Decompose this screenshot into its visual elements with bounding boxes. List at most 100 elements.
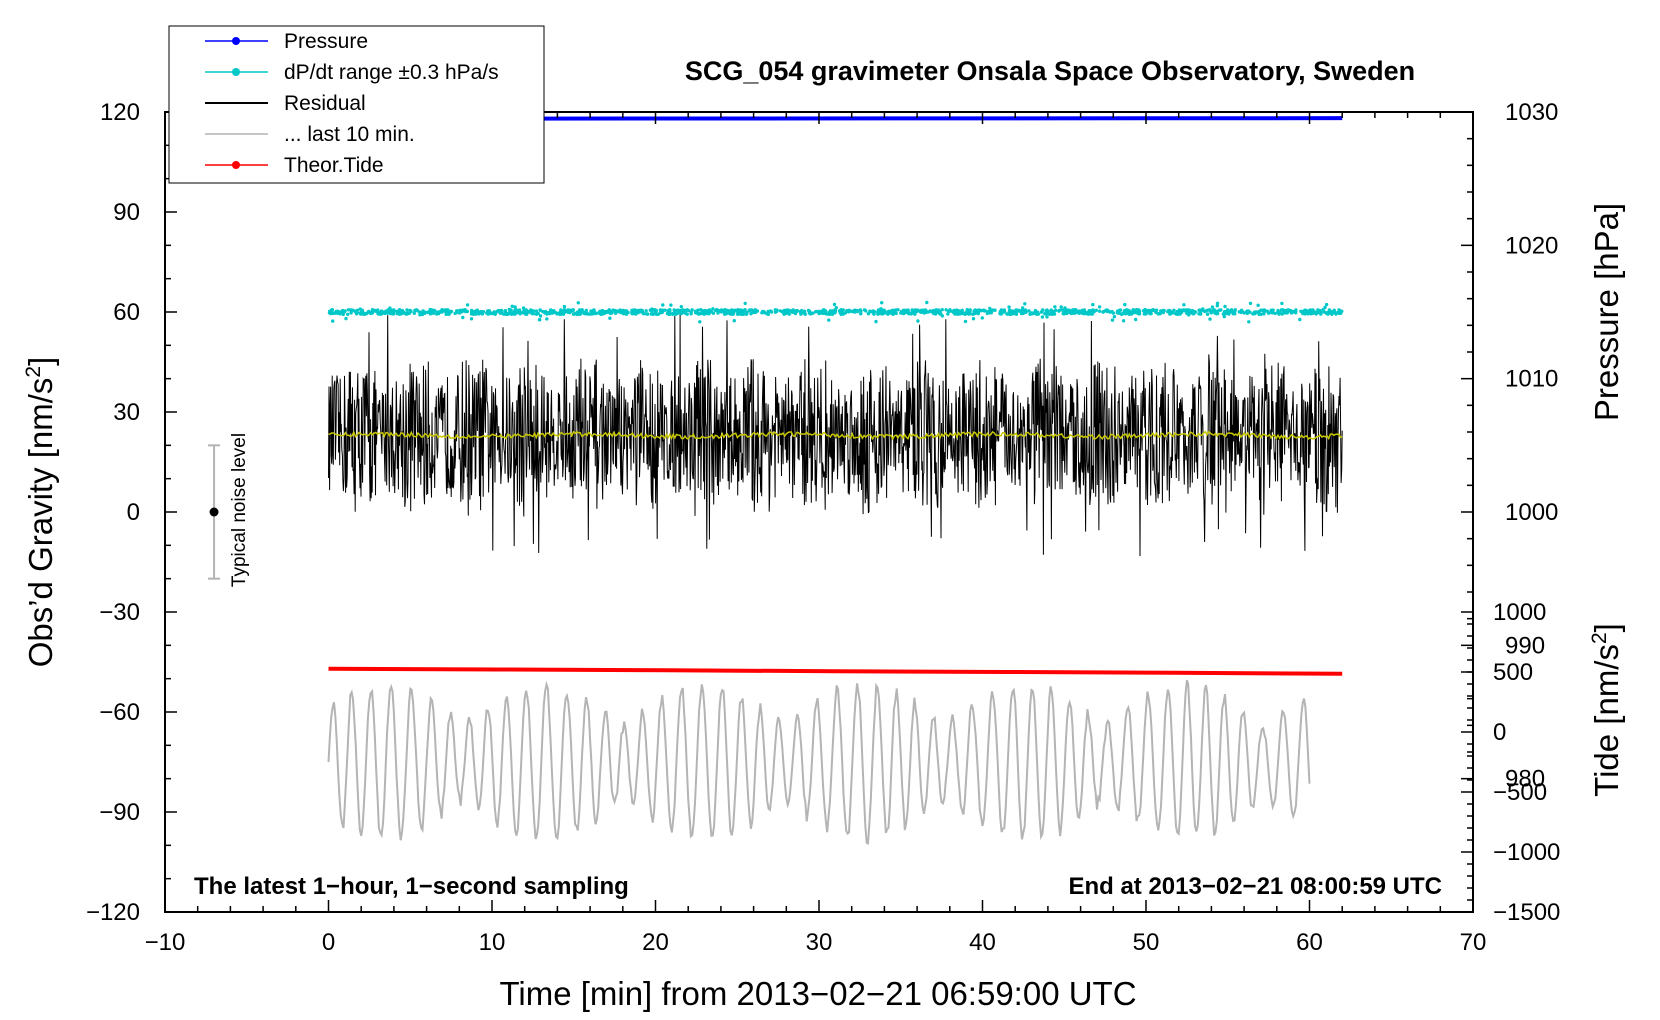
dpdt-point <box>444 310 448 314</box>
dpdt-point <box>526 309 530 314</box>
x-tick-label: 50 <box>1133 929 1160 956</box>
dpdt-point <box>1057 309 1061 313</box>
dpdt-point <box>737 309 741 314</box>
dpdt-point <box>894 308 898 312</box>
dpdt-point <box>1110 318 1115 322</box>
dpdt-point <box>600 308 605 313</box>
dpdt-point <box>718 309 722 313</box>
noise-level-indicator: Typical noise level <box>208 433 250 587</box>
dpdt-point <box>397 308 402 312</box>
dpdt-point <box>1115 311 1120 315</box>
dpdt-point <box>1237 310 1242 314</box>
legend-marker <box>232 68 240 76</box>
dpdt-point <box>933 312 938 316</box>
tide-tick-label: −1500 <box>1493 899 1560 926</box>
dpdt-point <box>1009 311 1013 316</box>
dpdt-point <box>787 308 791 312</box>
dpdt-point <box>349 311 353 315</box>
dpdt-point <box>623 309 627 313</box>
dpdt-point <box>469 317 474 321</box>
dpdt-point <box>731 311 736 315</box>
dpdt-point <box>880 301 884 305</box>
dpdt-point <box>476 312 480 316</box>
dpdt-point <box>405 308 409 312</box>
pressure-tick-label: 1000 <box>1505 499 1558 526</box>
x-tick-label: 20 <box>642 929 669 956</box>
dpdt-point <box>668 308 672 312</box>
dpdt-point <box>613 311 618 315</box>
dpdt-point <box>555 312 559 316</box>
legend-label: ... last 10 min. <box>284 123 415 146</box>
dpdt-point <box>499 308 504 313</box>
dpdt-point <box>833 308 837 312</box>
dpdt-point <box>1121 319 1126 323</box>
dpdt-point <box>1281 308 1285 313</box>
dpdt-point <box>1197 312 1201 316</box>
dpdt-point <box>960 308 964 312</box>
last-10-min-line <box>327 679 1311 845</box>
dpdt-point <box>901 311 906 316</box>
pressure-tick-label: 1020 <box>1505 232 1558 259</box>
dpdt-point <box>562 308 567 312</box>
pressure-tick-label: 1030 <box>1505 99 1558 126</box>
dpdt-point <box>376 310 380 314</box>
dpdt-point <box>1187 313 1191 317</box>
dpdt-point <box>1330 310 1334 314</box>
dpdt-point <box>1053 305 1057 309</box>
dpdt-point <box>940 314 945 318</box>
dpdt-point <box>346 312 350 316</box>
dpdt-point <box>1202 309 1206 313</box>
dpdt-point <box>1089 308 1093 313</box>
dpdt-point <box>1299 309 1303 313</box>
dpdt-point <box>1222 314 1227 319</box>
dpdt-point <box>521 306 526 310</box>
dpdt-point <box>925 300 929 305</box>
dpdt-point <box>732 319 736 323</box>
dpdt-point <box>973 309 978 314</box>
tick-layer: −10 0 10 20 30 40 50 60 70−120−90−60−30030609012… <box>86 99 1560 956</box>
dpdt-point <box>1049 308 1054 312</box>
dpdt-point <box>1019 310 1023 314</box>
dpdt-point <box>938 312 942 316</box>
dpdt-point <box>1257 312 1261 316</box>
dpdt-point <box>681 308 685 312</box>
dpdt-point <box>549 311 553 315</box>
dpdt-point <box>392 309 396 313</box>
dpdt-point <box>559 308 563 312</box>
y-tick-label-left: −60 <box>99 699 140 726</box>
dpdt-point <box>1278 310 1282 314</box>
dpdt-point <box>331 311 335 316</box>
dpdt-point <box>1045 315 1049 319</box>
dpdt-point <box>362 311 366 316</box>
dpdt-point <box>651 312 655 316</box>
dpdt-point <box>1188 310 1192 315</box>
dpdt-point <box>584 311 589 315</box>
dpdt-point <box>513 305 517 309</box>
dpdt-point <box>1007 308 1012 312</box>
dpdt-point <box>971 312 975 316</box>
dpdt-point <box>405 312 409 316</box>
dpdt-point <box>513 309 517 313</box>
dpdt-point <box>669 303 673 307</box>
dpdt-point <box>1142 309 1146 313</box>
dpdt-point <box>1110 309 1114 314</box>
dpdt-point <box>668 312 672 316</box>
dpdt-point <box>859 311 863 316</box>
dpdt-point <box>336 311 340 315</box>
dpdt-point <box>427 310 431 314</box>
dpdt-point <box>645 312 649 316</box>
dpdt-point <box>534 312 539 316</box>
dpdt-point <box>1094 308 1099 312</box>
dpdt-point <box>768 309 772 313</box>
dpdt-point <box>1198 308 1202 312</box>
dpdt-point <box>1068 308 1072 313</box>
dpdt-point <box>1127 310 1132 314</box>
dpdt-point <box>534 309 539 313</box>
y-tick-label-left: −30 <box>99 599 140 626</box>
dpdt-point <box>703 312 707 316</box>
dpdt-point <box>766 312 771 316</box>
dpdt-point <box>699 308 703 312</box>
dpdt-point <box>723 308 727 312</box>
dpdt-point <box>983 309 987 313</box>
